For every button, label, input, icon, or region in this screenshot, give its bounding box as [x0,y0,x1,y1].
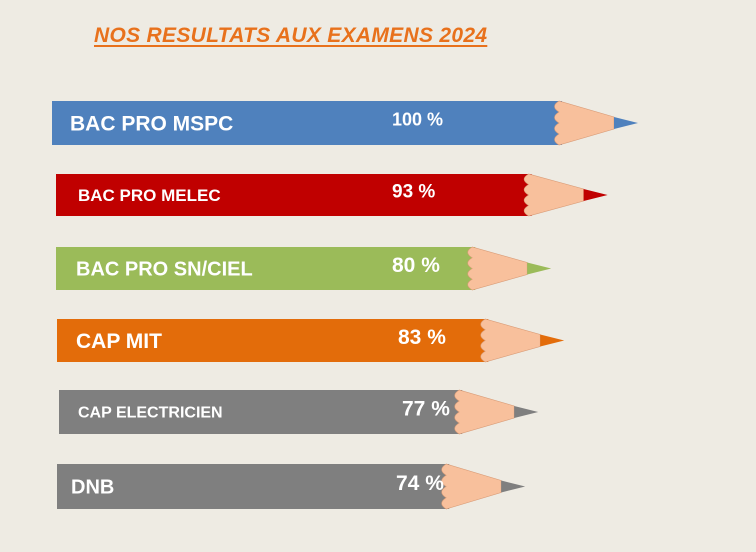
category-label: BAC PRO MSPC [70,112,233,135]
pencil-bar: BAC PRO MSPC 100 % [52,100,638,146]
value-label: 83 % [398,326,446,349]
category-label: BAC PRO SN/CIEL [76,259,253,281]
pencil-bar: BAC PRO MELEC 93 % [56,173,608,217]
pencil-lead [527,262,552,275]
bar-body [52,101,562,145]
value-label: 93 % [392,182,435,203]
category-label: CAP ELECTRICIEN [78,405,223,422]
pencil-lead [514,406,539,418]
bar-body [56,174,532,216]
pencil-wood-tip [523,173,584,217]
bar-body [57,464,450,509]
category-label: CAP MIT [76,330,162,353]
pencil-wood-tip [441,463,502,510]
chart-title: NOS RESULTATS AUX EXAMENS 2024 [94,24,488,47]
pencil-bar: CAP ELECTRICIEN 77 % [59,389,539,435]
category-label: DNB [71,477,114,499]
bar-body [57,319,489,362]
pencil-lead [614,117,638,129]
pencil-bar: CAP MIT 83 % [57,318,565,363]
pencil-lead [583,189,608,201]
value-label: 100 % [392,109,443,129]
pencil-bar: DNB 74 % [57,463,526,510]
pencil-lead [540,334,565,347]
category-label: BAC PRO MELEC [78,186,221,205]
pencil-wood-tip [554,100,615,146]
pencil-wood-tip [467,246,528,291]
pencil-wood-tip [480,318,541,363]
value-label: 77 % [402,397,450,420]
bar-body [59,390,463,434]
pencil-bar: BAC PRO SN/CIEL 80 % [56,246,552,291]
value-label: 80 % [392,254,440,277]
pencil-wood-tip [454,389,515,435]
pencil-lead [501,480,526,493]
value-label: 74 % [396,472,444,495]
bar-body [56,247,476,290]
